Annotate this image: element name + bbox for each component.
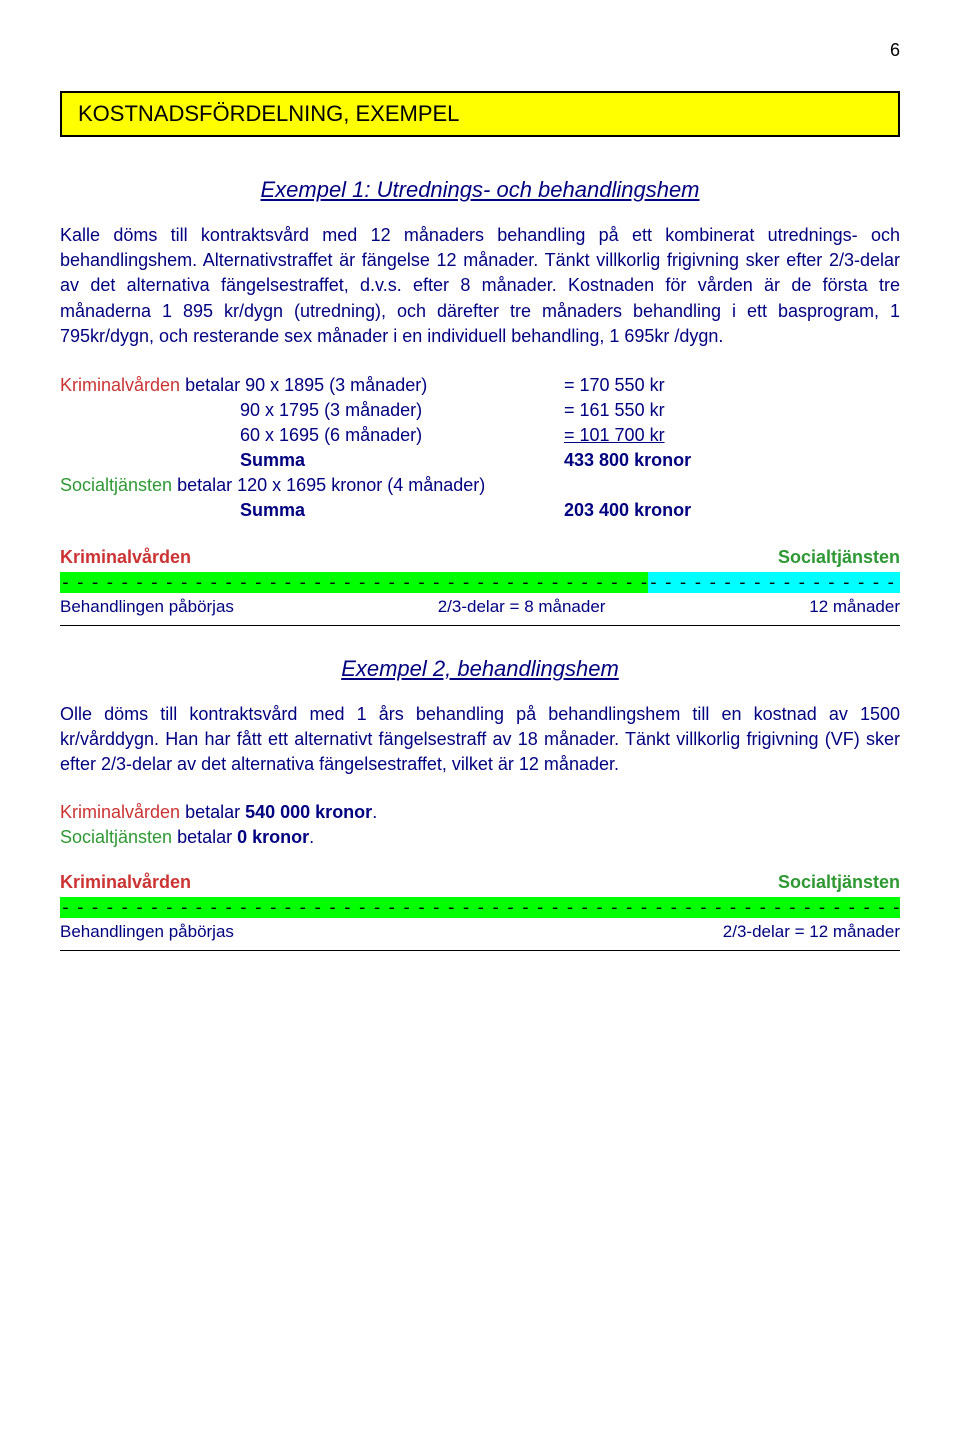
table-row: Summa 203 400 kronor [60, 498, 900, 523]
kv-prefix: Kriminalvården [60, 375, 180, 395]
summa-value: 433 800 kronor [564, 448, 900, 473]
line-text: betalar [180, 802, 245, 822]
row-text: betalar 120 x 1695 kronor (4 månader) [172, 475, 485, 495]
example2-bar: ----------------------------------------… [60, 897, 900, 918]
summa-value: 203 400 kronor [564, 498, 900, 523]
row-value: = 170 550 kr [564, 373, 900, 398]
example2-heading: Exempel 2, behandlingshem [60, 656, 900, 682]
timeline-mid: 2/3-delar = 8 månader [438, 597, 606, 617]
example1-bar: ----------------------------------------… [60, 572, 900, 593]
example1-heading: Exempel 1: Utrednings- och behandlingshe… [60, 177, 900, 203]
soc-label: Socialtjänsten [778, 872, 900, 893]
summa-label: Summa [60, 498, 564, 523]
kv-label: Kriminalvården [60, 547, 191, 568]
divider [60, 625, 900, 626]
timeline-end: 12 månader [809, 597, 900, 617]
soc-amount: 0 kronor [237, 827, 309, 847]
example2-timeline: Behandlingen påbörjas 2/3-delar = 12 mån… [60, 922, 900, 942]
line-text: betalar [172, 827, 237, 847]
example2-soc-line: Socialtjänsten betalar 0 kronor. [60, 827, 900, 848]
timeline-start: Behandlingen påbörjas [60, 922, 234, 942]
kv-amount: 540 000 kronor [245, 802, 372, 822]
timeline-start: Behandlingen påbörjas [60, 597, 234, 617]
soc-label: Socialtjänsten [778, 547, 900, 568]
table-row: 90 x 1795 (3 månader) = 161 550 kr [60, 398, 900, 423]
soc-prefix: Socialtjänsten [60, 475, 172, 495]
kv-label: Kriminalvården [60, 872, 191, 893]
bar-green: ----------------------------------------… [60, 897, 900, 918]
page-title-box: KOSTNADSFÖRDELNING, EXEMPEL [60, 91, 900, 137]
example1-body: Kalle döms till kontraktsvård med 12 mån… [60, 223, 900, 349]
table-row: Summa 433 800 kronor [60, 448, 900, 473]
row-text: 90 x 1795 (3 månader) [60, 398, 564, 423]
bar-cyan: ----------------------------------------… [648, 572, 900, 593]
bar-green: ----------------------------------------… [60, 572, 648, 593]
example1-legend: Kriminalvården Socialtjänsten [60, 547, 900, 568]
timeline-end: 2/3-delar = 12 månader [723, 922, 900, 942]
table-row: 60 x 1695 (6 månader) = 101 700 kr [60, 423, 900, 448]
table-row: Socialtjänsten betalar 120 x 1695 kronor… [60, 473, 900, 498]
divider [60, 950, 900, 951]
row-text: betalar 90 x 1895 (3 månader) [180, 375, 427, 395]
row-text: 60 x 1695 (6 månader) [60, 423, 564, 448]
page-number: 6 [60, 40, 900, 61]
example2-legend: Kriminalvården Socialtjänsten [60, 872, 900, 893]
row-value: = 161 550 kr [564, 398, 900, 423]
summa-label: Summa [60, 448, 564, 473]
soc-prefix: Socialtjänsten [60, 827, 172, 847]
example2-kv-line: Kriminalvården betalar 540 000 kronor. [60, 802, 900, 823]
row-value: = 101 700 kr [564, 423, 900, 448]
example1-timeline: Behandlingen påbörjas 2/3-delar = 8 måna… [60, 597, 900, 617]
example2-body: Olle döms till kontraktsvård med 1 års b… [60, 702, 900, 778]
table-row: Kriminalvården betalar 90 x 1895 (3 måna… [60, 373, 900, 398]
kv-prefix: Kriminalvården [60, 802, 180, 822]
example1-cost-table: Kriminalvården betalar 90 x 1895 (3 måna… [60, 373, 900, 523]
